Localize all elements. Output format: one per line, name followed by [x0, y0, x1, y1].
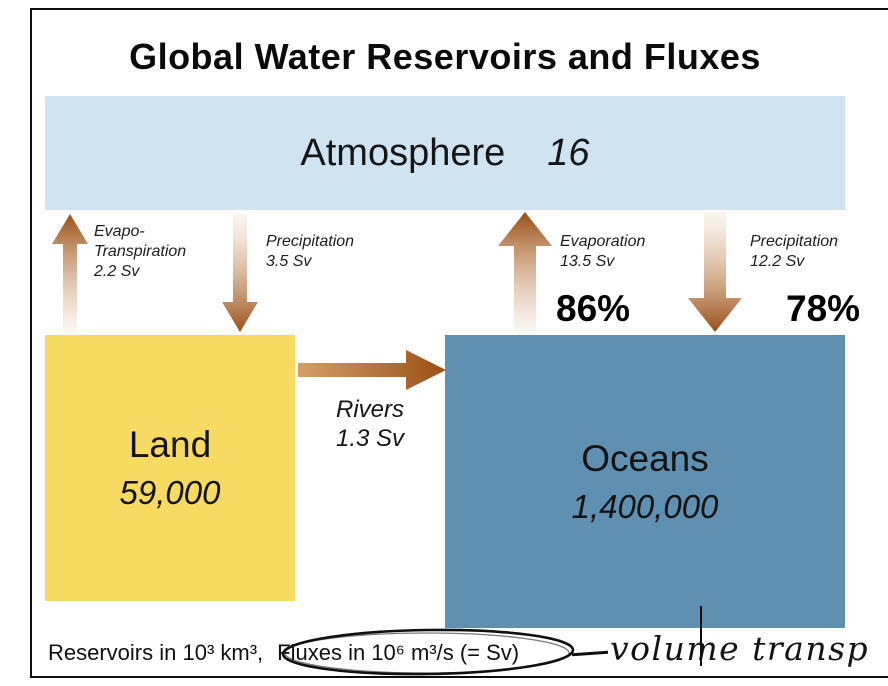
evapotranspiration-label: Evapo- Transpiration 2.2 Sv	[94, 223, 187, 280]
atmosphere-value: 16	[547, 131, 590, 174]
annotation-78-percent: 78%	[786, 288, 861, 329]
evaporation-ocean-label: Evaporation 13.5 Sv	[560, 233, 646, 270]
annotation-86-percent: 86%	[556, 288, 631, 329]
hand-drawn-ellipse	[278, 626, 578, 683]
diagram-title: Global Water Reservoirs and Fluxes	[129, 36, 761, 77]
precipitation-land-down-arrow-icon	[222, 214, 258, 337]
units-note: Reservoirs in 10³ km³, Fluxes in 10⁶ m³/s…	[48, 640, 519, 666]
stray-mark-line	[700, 606, 702, 666]
land-value: 59,000	[119, 474, 221, 511]
rivers-label: Rivers 1.3 Sv	[335, 396, 405, 452]
border-frame	[30, 8, 888, 678]
land-label: Land	[128, 424, 212, 465]
ocean-box: Oceans 1,400,000	[445, 335, 845, 628]
rivers-right-arrow-icon	[298, 350, 446, 395]
land-box: Land 59,000	[45, 335, 295, 601]
evapotranspiration-up-arrow-icon	[52, 214, 88, 337]
handwritten-note: volume transp	[610, 629, 870, 668]
precipitation-ocean-down-arrow-icon	[688, 212, 742, 337]
atmosphere-label: Atmosphere	[300, 131, 506, 174]
precipitation-ocean-label: Precipitation 12.2 Sv	[750, 233, 839, 270]
reservoirs-units-text: Reservoirs in 10³ km³,	[48, 640, 264, 665]
evaporation-ocean-up-arrow-icon	[498, 212, 552, 337]
atmosphere-box: Atmosphere 16	[45, 96, 845, 210]
ocean-label: Oceans	[581, 437, 709, 479]
fluxes-units-text: Fluxes in 10⁶ m³/s (= Sv)	[277, 640, 520, 665]
precipitation-land-label: Precipitation 3.5 Sv	[266, 233, 355, 270]
ocean-value: 1,400,000	[571, 487, 719, 525]
